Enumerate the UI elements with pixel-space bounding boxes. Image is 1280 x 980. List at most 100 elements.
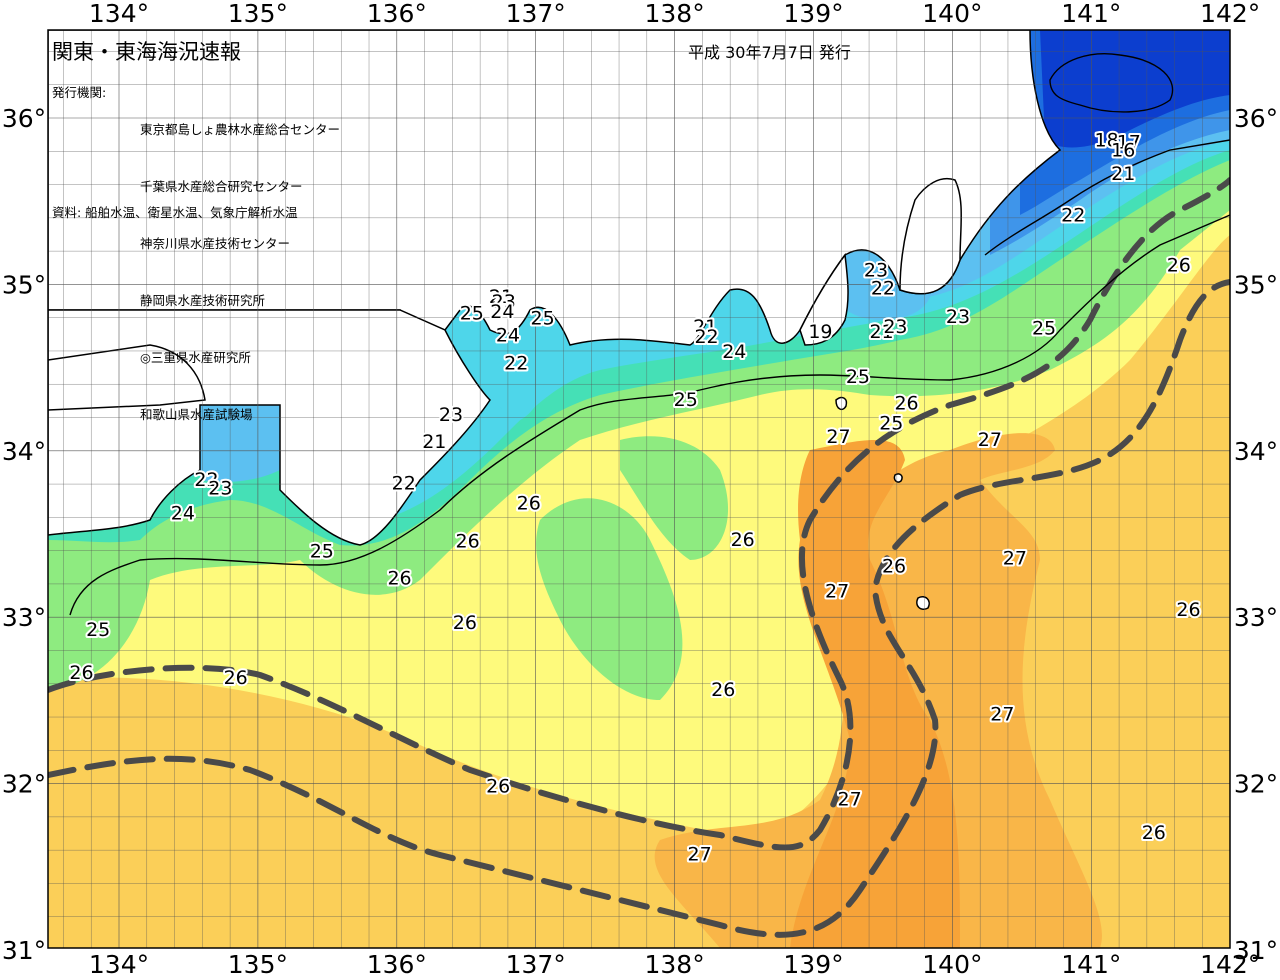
organization-item: 静岡県水産技術研究所 [140, 293, 266, 308]
longitude-tick-label: 139° [783, 0, 843, 28]
isotherm-label: 25 [674, 389, 698, 411]
longitude-tick-label: 134° [89, 950, 149, 979]
longitude-tick-label: 141° [1061, 0, 1121, 28]
isotherm-label: 25 [1032, 318, 1056, 340]
isotherm-label: 26 [387, 567, 411, 589]
isotherm-label: 27 [978, 429, 1002, 451]
isotherm-label: 21 [489, 286, 513, 308]
organization-item: ◎三重県水産研究所 [140, 350, 251, 365]
longitude-tick-label: 136° [367, 950, 427, 979]
isotherm-label: 26 [711, 679, 735, 701]
latitude-tick-label: 36° [2, 104, 46, 133]
isotherm-label: 26 [1142, 822, 1166, 844]
longitude-tick-label: 139° [783, 950, 843, 979]
isotherm-label: 23 [883, 316, 907, 338]
longitude-tick-label: 138° [644, 950, 704, 979]
organizations-list: 東京都島しょ農林水産総合センター 千葉県水産総合研究センター 神奈川県水産技術セ… [140, 82, 340, 443]
land-shikoku-east [48, 344, 206, 411]
organization-item: 千葉県水産総合研究センター [140, 179, 303, 194]
isotherm-label: 23 [864, 259, 888, 281]
isotherm-label: 27 [990, 704, 1014, 726]
organizations-label: 発行機関: [52, 85, 107, 100]
isotherm-label: 26 [486, 775, 510, 797]
latitude-tick-label: 35° [2, 270, 46, 299]
isotherm-label: 23 [439, 404, 463, 426]
longitude-tick-label: 138° [644, 0, 704, 28]
latitude-tick-label: 33° [2, 603, 46, 632]
longitude-tick-label: 137° [506, 950, 566, 979]
isotherm-label: 19 [808, 321, 832, 343]
isotherm-label: 24 [722, 341, 746, 363]
isotherm-label: 21 [869, 321, 893, 343]
isotherm-label: 25 [460, 303, 484, 325]
isotherm-label: 25 [846, 366, 870, 388]
isotherm-label: 17 [1117, 131, 1141, 153]
isotherm-label: 18 [1094, 130, 1118, 152]
latitude-tick-label: 35° [1234, 270, 1278, 299]
kuroshio-axis [48, 177, 1230, 938]
graticule [48, 30, 1230, 948]
isotherm-label: 26 [731, 529, 755, 551]
isotherm-label: 25 [879, 413, 903, 435]
latitude-tick-label: 33° [1234, 603, 1278, 632]
latitude-tick-label: 31° [2, 936, 46, 965]
data-source: 資料: 船舶水温、衛星水温、気象庁解析水温 [52, 205, 298, 220]
isotherm-label: 25 [531, 308, 555, 330]
longitude-tick-label: 140° [922, 0, 982, 28]
zone-22-osaka [200, 405, 280, 482]
isotherm-label: 22 [194, 469, 218, 491]
isotherm-label: 26 [453, 612, 477, 634]
isotherm-label: 21 [1111, 163, 1135, 185]
isotherm-label: 22 [504, 353, 528, 375]
longitude-tick-label: 141° [1061, 950, 1121, 979]
isotherm-label: 22 [392, 472, 416, 494]
isotherm-25-line [69, 214, 1230, 616]
longitude-tick-label: 137° [506, 0, 566, 28]
isotherm-label: 27 [826, 426, 850, 448]
isotherm-label: 26 [224, 667, 248, 689]
latitude-tick-label: 31° [1234, 936, 1278, 965]
map-title: 関東・東海海況速報 [52, 40, 241, 64]
land-boso-peninsula [899, 178, 962, 295]
longitude-tick-label: 142° [1200, 950, 1260, 979]
isotherm-label: 22 [694, 326, 718, 348]
longitude-tick-label: 136° [367, 0, 427, 28]
isotherm-22-line [984, 139, 1230, 256]
organization-item: 東京都島しょ農林水産総合センター [140, 122, 341, 137]
isotherm-contours [69, 53, 1230, 616]
isotherm-label: 27 [825, 581, 849, 603]
isotherm-label: 21 [422, 431, 446, 453]
longitude-tick-label: 135° [228, 950, 288, 979]
kuroshio-main-path [48, 177, 1230, 851]
latitude-tick-label: 32° [1234, 770, 1278, 799]
zone-ise-bay [470, 326, 547, 420]
land-hachijo [916, 596, 930, 610]
organization-item: 神奈川県水産技術センター [140, 236, 291, 251]
issue-date: 平成 30年7月7日 発行 [688, 43, 851, 62]
zone-25-patch [536, 498, 683, 700]
isotherm-label: 26 [1167, 254, 1191, 276]
isotherm-label: 25 [86, 619, 110, 641]
longitude-tick-label: 140° [922, 950, 982, 979]
temperature-field [48, 30, 1230, 948]
isotherm-labels: 1817162122262322232521231921222425262527… [67, 128, 1202, 868]
kuroshio-offshore-branch [48, 279, 1230, 938]
latitude-tick-label: 34° [2, 437, 46, 466]
isotherm-label: 26 [1176, 599, 1200, 621]
isotherm-label: 24 [490, 301, 514, 323]
isotherm-cold-core-line [1049, 53, 1174, 113]
organization-item: 和歌山県水産試験場 [140, 407, 253, 422]
isotherm-label: 26 [517, 492, 541, 514]
isotherm-label: 23 [492, 291, 516, 313]
map-frame [47, 29, 1231, 949]
isotherm-label: 22 [1061, 205, 1085, 227]
isotherm-label: 27 [838, 789, 862, 811]
land-north [48, 30, 1062, 346]
isotherm-label: 26 [882, 556, 906, 578]
isotherm-label: 23 [946, 306, 970, 328]
land-miyake [893, 473, 903, 483]
latitude-tick-label: 34° [1234, 437, 1278, 466]
latitude-tick-label: 32° [2, 770, 46, 799]
land-izu-peninsula [799, 253, 849, 346]
